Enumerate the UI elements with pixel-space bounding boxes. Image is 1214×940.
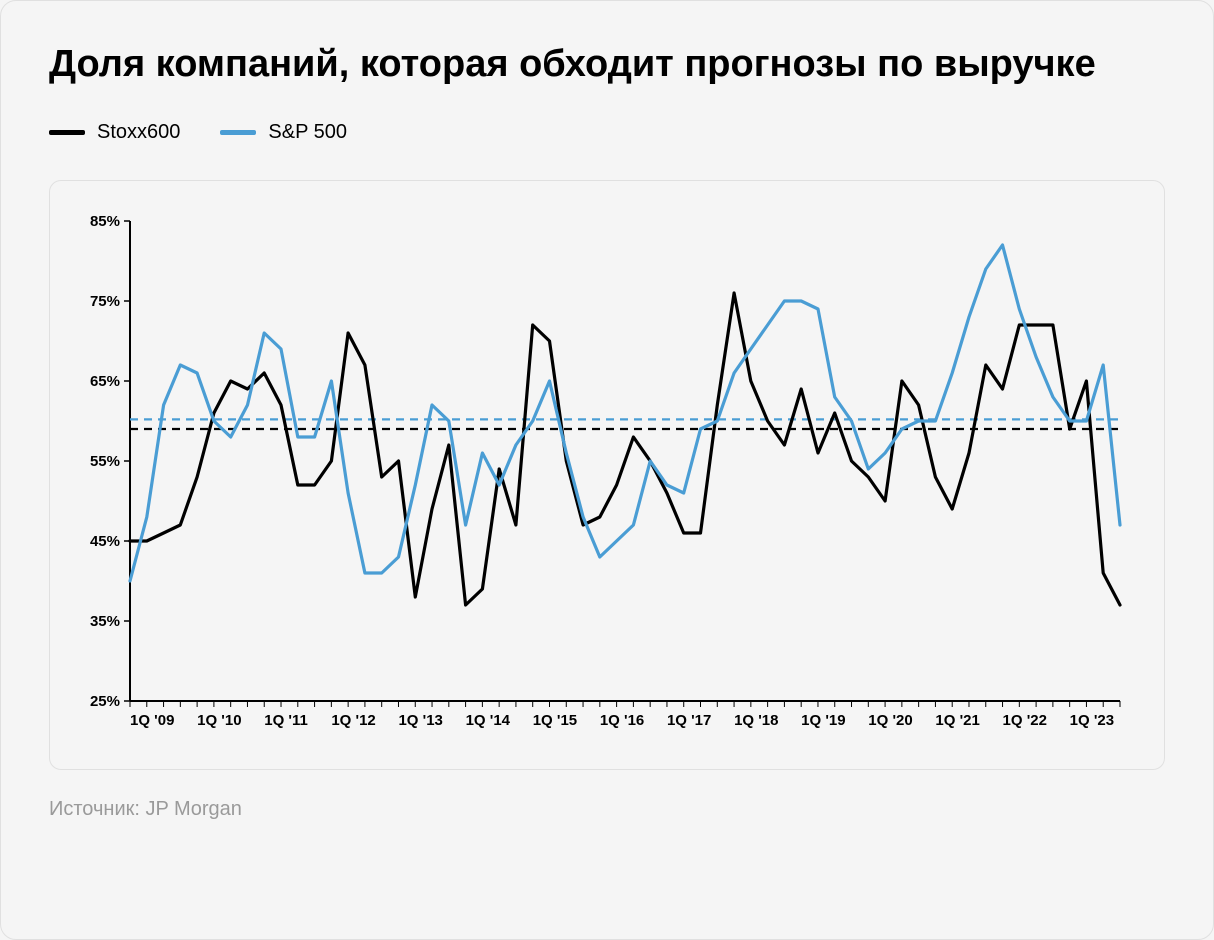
svg-text:1Q '15: 1Q '15 [533, 712, 577, 729]
svg-text:1Q '19: 1Q '19 [801, 712, 845, 729]
svg-text:1Q '13: 1Q '13 [398, 712, 442, 729]
svg-text:1Q '10: 1Q '10 [197, 712, 241, 729]
svg-text:75%: 75% [90, 293, 120, 310]
svg-text:1Q '23: 1Q '23 [1070, 712, 1114, 729]
svg-text:1Q '18: 1Q '18 [734, 712, 778, 729]
svg-text:1Q '17: 1Q '17 [667, 712, 711, 729]
line-chart: 25% 35% 45% 55% 65% 75% 85% 1Q '09 1Q '10 1Q '11 1… [70, 211, 1130, 741]
legend-swatch-stoxx600 [49, 130, 85, 135]
svg-text:1Q '14: 1Q '14 [466, 712, 511, 729]
legend-item-sp500: S&P 500 [220, 121, 347, 144]
svg-text:1Q '22: 1Q '22 [1003, 712, 1047, 729]
svg-text:1Q '09: 1Q '09 [130, 712, 174, 729]
legend-item-stoxx600: Stoxx600 [49, 121, 180, 144]
svg-text:35%: 35% [90, 613, 120, 630]
source-label: Источник: JP Morgan [49, 798, 1165, 821]
legend-label-stoxx600: Stoxx600 [97, 121, 180, 144]
svg-text:1Q '20: 1Q '20 [868, 712, 912, 729]
svg-text:1Q '12: 1Q '12 [331, 712, 375, 729]
svg-text:65%: 65% [90, 373, 120, 390]
svg-text:1Q '11: 1Q '11 [264, 712, 308, 729]
legend-label-sp500: S&P 500 [268, 121, 347, 144]
svg-text:1Q '16: 1Q '16 [600, 712, 644, 729]
chart-card: Доля компаний, которая обходит прогнозы … [0, 0, 1214, 940]
svg-text:45%: 45% [90, 533, 120, 550]
svg-text:55%: 55% [90, 453, 120, 470]
svg-text:85%: 85% [90, 213, 120, 230]
chart-title: Доля компаний, которая обходит прогнозы … [49, 41, 1165, 89]
svg-text:1Q '21: 1Q '21 [935, 712, 979, 729]
chart-container: 25% 35% 45% 55% 65% 75% 85% 1Q '09 1Q '10 1Q '11 1… [49, 180, 1165, 770]
legend-swatch-sp500 [220, 130, 256, 135]
svg-text:25%: 25% [90, 693, 120, 710]
legend: Stoxx600 S&P 500 [49, 121, 1165, 144]
